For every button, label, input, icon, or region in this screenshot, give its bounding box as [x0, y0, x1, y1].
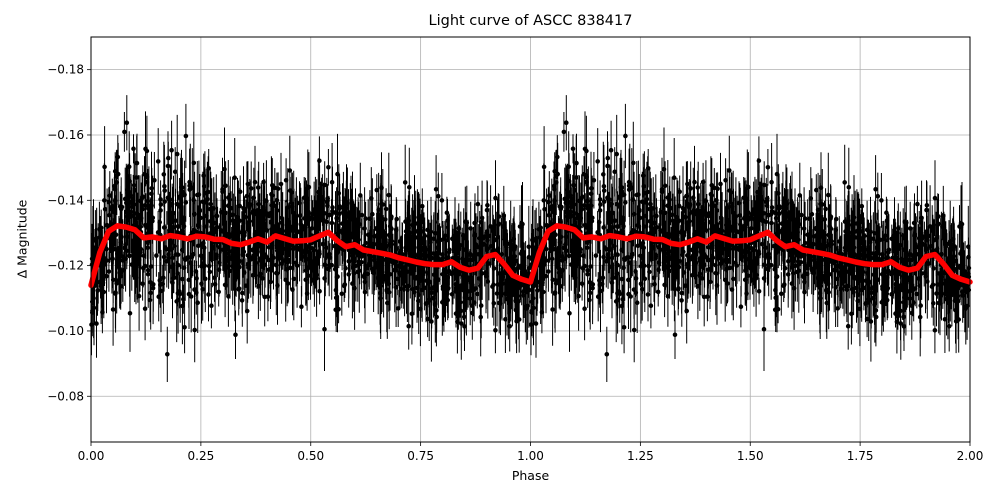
- x-axis-label: Phase: [511, 468, 550, 483]
- x-tick-label: 1.50: [737, 449, 764, 463]
- y-axis-label: Δ Magnitude: [14, 199, 30, 279]
- x-tick-label: 0.00: [78, 449, 105, 463]
- chart-title: Light curve of ASCC 838417: [428, 13, 633, 29]
- y-tick-label: −0.08: [47, 389, 84, 403]
- y-tick-label: −0.14: [47, 193, 84, 207]
- x-tick-label: 2.00: [957, 449, 984, 463]
- y-tick-label: −0.18: [47, 63, 84, 77]
- x-tick-label: 1.00: [517, 449, 544, 463]
- model-curve: [88, 223, 973, 288]
- axis-ticks: 0.00 0.25 0.50 0.75 1.00 1.25 1.50 1.75 2.00 −0.1…: [47, 63, 983, 463]
- x-tick-label: 1.75: [847, 449, 874, 463]
- y-tick-label: −0.16: [47, 128, 84, 142]
- y-tick-label: −0.12: [47, 259, 84, 273]
- x-tick-label: 1.25: [627, 449, 654, 463]
- x-tick-label: 0.25: [188, 449, 215, 463]
- x-tick-label: 0.50: [297, 449, 324, 463]
- x-tick-label: 0.75: [407, 449, 434, 463]
- y-tick-label: −0.10: [47, 324, 84, 338]
